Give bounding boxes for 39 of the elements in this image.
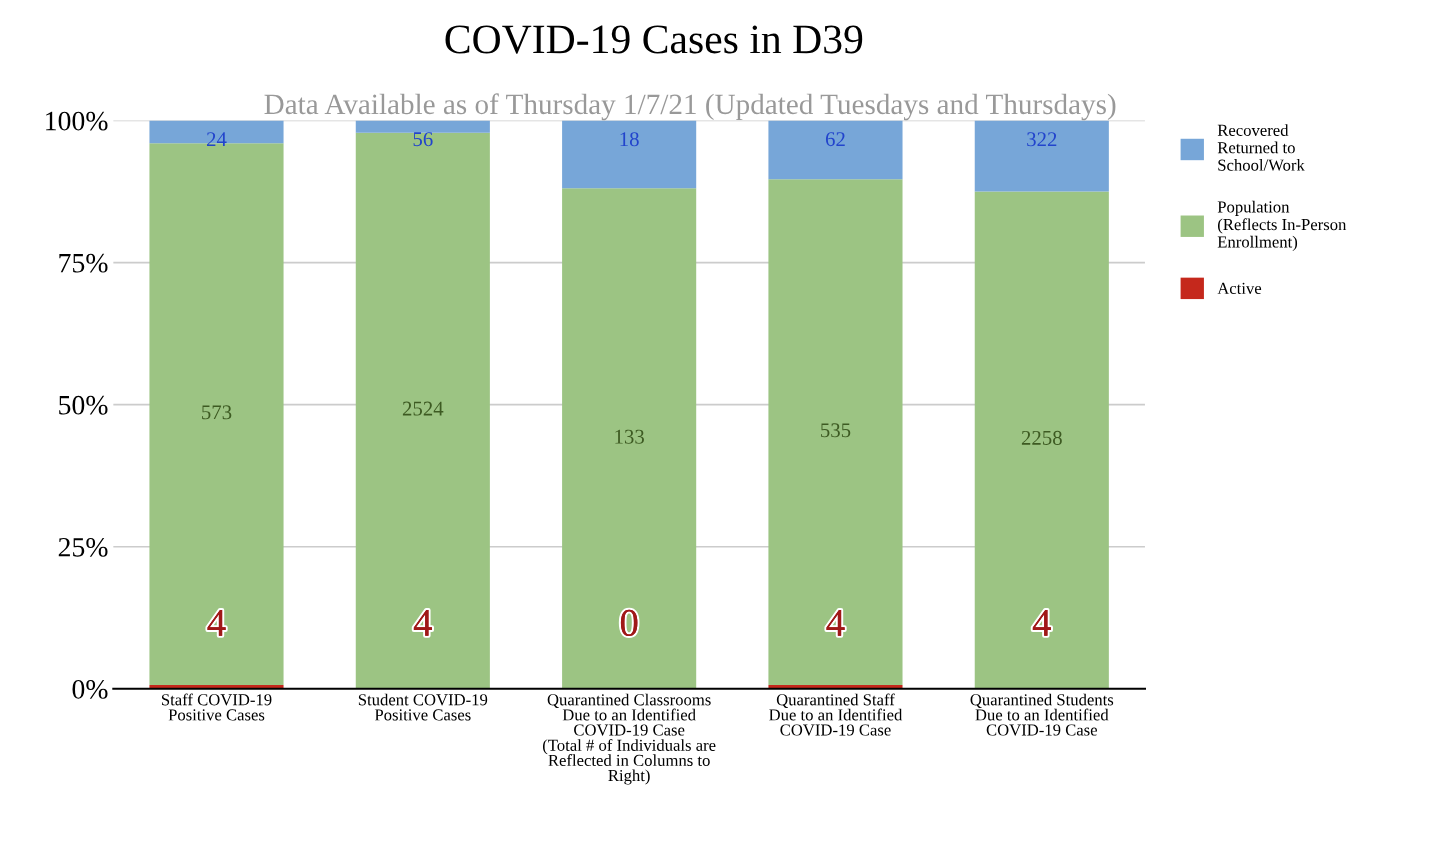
annotation: 56	[413, 132, 433, 147]
annotation: 24	[207, 132, 227, 147]
chart-title: COVID-19 Cases in D39	[445, 25, 863, 54]
bar	[355, 132, 490, 688]
legend-label: Recovered Returned to School/Work	[1217, 124, 1305, 171]
x-tick-label: Quarantined Classrooms Due to an Identified COVID-19 Case (Total # of Individuals are Reflected in Columns to Right)	[542, 693, 716, 785]
legend-label: Active	[1217, 282, 1262, 294]
annotation: 4	[826, 610, 845, 636]
y-tick-label: 0%	[72, 679, 108, 699]
bar	[562, 120, 697, 189]
bar	[974, 191, 1109, 688]
bar	[768, 179, 903, 685]
annotation: 0	[620, 609, 638, 637]
annotation: 62	[825, 132, 845, 147]
annotation: 4	[413, 610, 432, 636]
y-tick-label: 75%	[59, 253, 108, 273]
annotation: 535	[821, 423, 851, 438]
bar	[974, 120, 1109, 192]
x-tick-label: Student COVID-19 Positive Cases	[358, 693, 488, 721]
x-tick-label: Quarantined Students Due to an Identified COVID-19 Case	[970, 693, 1114, 736]
chart-subtitle: Data Available as of Thursday 1/7/21 (Updated Tuesdays and Thursdays)	[264, 93, 1116, 121]
y-tick-label: 50%	[59, 395, 108, 415]
legend-label: Population (Reflects In-Person Enrollment)	[1217, 200, 1347, 251]
annotation: 18	[620, 132, 639, 147]
annotation: 322	[1027, 132, 1057, 147]
annotation: 2258	[1021, 430, 1062, 445]
annotation: 4	[1032, 610, 1051, 636]
annotation: 4	[207, 610, 226, 636]
bar	[355, 120, 490, 133]
y-tick-label: 25%	[58, 537, 108, 557]
bar	[562, 188, 697, 689]
annotation: 133	[615, 429, 644, 444]
bar	[768, 120, 903, 180]
annotation: 2524	[402, 401, 444, 416]
y-tick-label: 100%	[46, 111, 108, 131]
bar	[149, 120, 284, 144]
x-tick-label: Quarantined Staff Due to an Identified COVID-19 Case	[769, 693, 903, 736]
x-tick-label: Staff COVID-19 Positive Cases	[161, 693, 272, 721]
annotation: 573	[202, 405, 232, 420]
